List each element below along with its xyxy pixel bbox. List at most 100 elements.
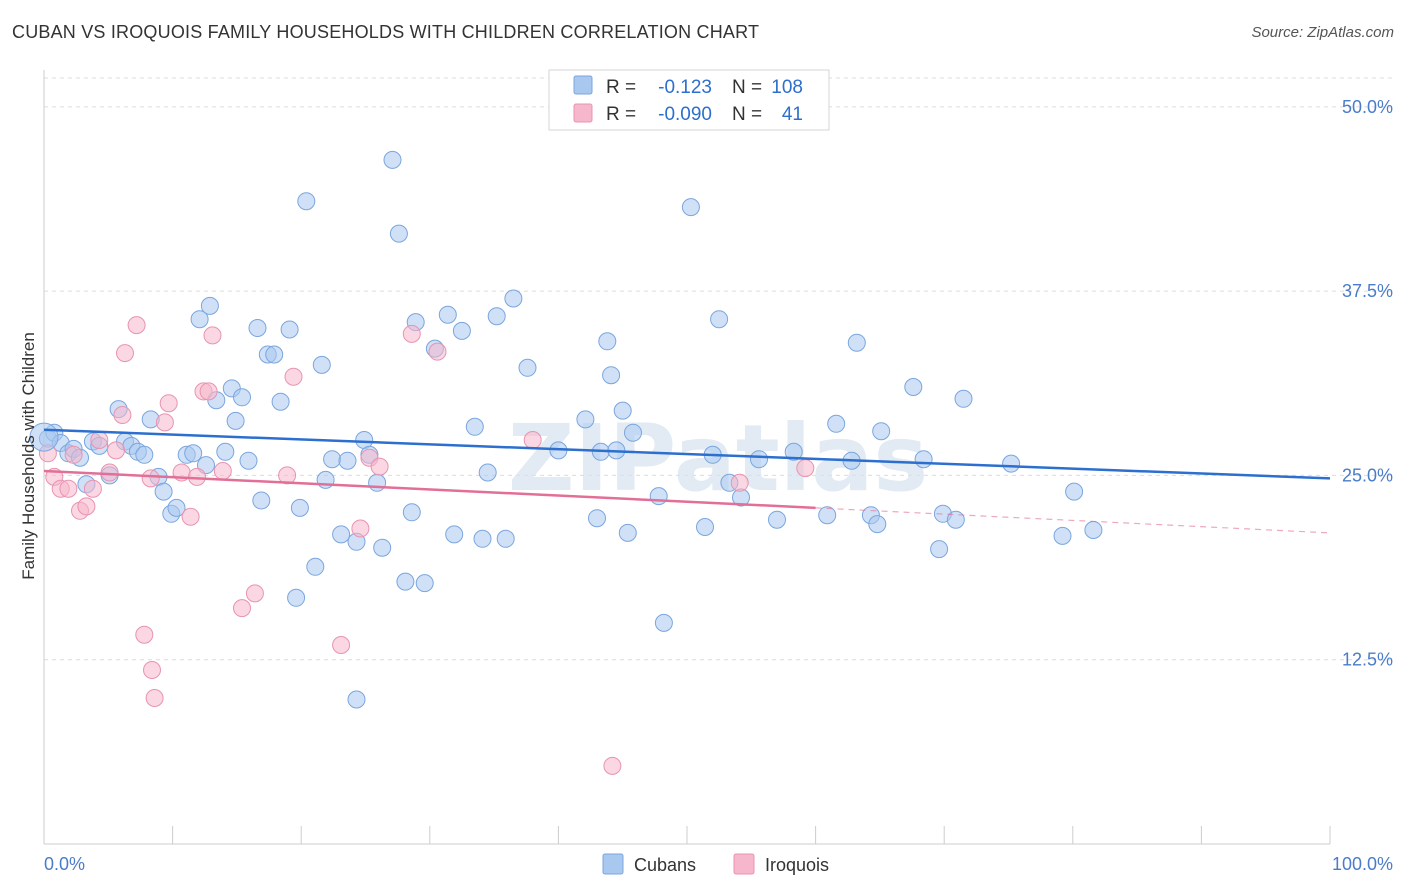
data-point-iroquois bbox=[351, 519, 370, 538]
data-point-cubans bbox=[654, 613, 673, 632]
legend-swatch-iroquois bbox=[573, 103, 593, 123]
data-point-cubans bbox=[389, 224, 408, 243]
data-point-iroquois bbox=[523, 431, 542, 449]
data-point-iroquois bbox=[141, 469, 160, 488]
data-point-cubans bbox=[624, 423, 642, 442]
bottom-legend-swatch-iroquois bbox=[733, 853, 755, 875]
data-point-iroquois bbox=[245, 584, 264, 603]
data-point-cubans bbox=[904, 378, 923, 396]
data-point-iroquois bbox=[278, 466, 297, 485]
y-tick-label: 37.5% bbox=[1342, 281, 1393, 301]
data-point-cubans bbox=[465, 417, 484, 436]
data-point-cubans bbox=[265, 345, 284, 364]
data-point-cubans bbox=[252, 491, 271, 510]
data-point-cubans bbox=[478, 463, 497, 482]
data-point-cubans bbox=[681, 198, 700, 217]
data-point-cubans bbox=[271, 392, 290, 411]
data-point-cubans bbox=[233, 388, 251, 407]
data-point-cubans bbox=[338, 451, 357, 470]
data-point-cubans bbox=[818, 506, 837, 525]
data-point-iroquois bbox=[332, 636, 351, 654]
data-point-iroquois bbox=[213, 462, 232, 480]
grid-lines bbox=[44, 77, 1393, 661]
x-tick-label-min: 0.0% bbox=[44, 854, 85, 874]
y-tick-label: 12.5% bbox=[1342, 650, 1393, 670]
data-point-iroquois bbox=[181, 507, 200, 526]
data-point-iroquois bbox=[113, 406, 132, 424]
data-point-cubans bbox=[297, 192, 316, 211]
stats-legend: R = -0.123 N = 108 R = -0.090 N = 41 bbox=[548, 69, 830, 131]
data-point-iroquois bbox=[116, 344, 134, 363]
data-point-cubans bbox=[373, 538, 392, 557]
legend-r-label-iroquois: R = bbox=[606, 104, 636, 125]
data-point-iroquois bbox=[428, 342, 447, 361]
data-points bbox=[29, 150, 1103, 775]
legend-r-value-iroquois: -0.090 bbox=[658, 104, 712, 125]
data-point-cubans bbox=[190, 310, 209, 329]
data-point-iroquois bbox=[143, 661, 161, 679]
data-point-cubans bbox=[649, 487, 668, 506]
data-point-iroquois bbox=[127, 316, 146, 335]
data-point-cubans bbox=[306, 557, 325, 576]
data-point-cubans bbox=[618, 523, 637, 542]
data-point-iroquois bbox=[135, 625, 154, 644]
trend-line-iroquois bbox=[43, 469, 816, 510]
trend-line-cubans bbox=[43, 428, 1331, 480]
data-point-cubans bbox=[613, 401, 632, 420]
data-point-cubans bbox=[518, 358, 537, 377]
data-point-cubans bbox=[396, 572, 415, 591]
data-point-cubans bbox=[347, 690, 366, 709]
data-point-cubans bbox=[872, 422, 891, 441]
data-point-cubans bbox=[402, 503, 421, 522]
data-point-cubans bbox=[914, 450, 933, 469]
data-point-cubans bbox=[248, 319, 267, 337]
x-tick-label-max: 100.0% bbox=[1332, 854, 1393, 874]
chart-title: CUBAN VS IROQUOIS FAMILY HOUSEHOLDS WITH… bbox=[12, 22, 760, 42]
data-point-cubans bbox=[946, 510, 965, 529]
data-point-cubans bbox=[696, 518, 714, 536]
data-point-cubans bbox=[1002, 454, 1021, 473]
legend-n-label-cubans: N = bbox=[732, 77, 762, 98]
data-point-iroquois bbox=[145, 689, 164, 707]
data-point-cubans bbox=[598, 332, 617, 351]
bottom-legend-swatch-cubans bbox=[602, 853, 624, 875]
data-point-iroquois bbox=[64, 445, 83, 464]
data-point-cubans bbox=[415, 574, 434, 593]
data-point-cubans bbox=[487, 307, 506, 326]
data-point-cubans bbox=[452, 321, 471, 340]
data-point-cubans bbox=[784, 442, 803, 461]
data-point-iroquois bbox=[107, 441, 125, 460]
data-point-cubans bbox=[438, 305, 457, 324]
data-point-cubans bbox=[280, 320, 299, 339]
data-point-cubans bbox=[827, 414, 846, 433]
legend-n-label-iroquois: N = bbox=[732, 104, 762, 125]
data-point-cubans bbox=[216, 442, 235, 461]
series-legend: Cubans Iroquois bbox=[602, 853, 829, 875]
y-tick-label: 50.0% bbox=[1342, 97, 1393, 117]
trend-line-iroquois-extension bbox=[815, 507, 1331, 534]
data-point-cubans bbox=[588, 509, 606, 528]
data-point-iroquois bbox=[603, 756, 622, 775]
axes bbox=[43, 70, 1331, 845]
data-point-iroquois bbox=[199, 382, 218, 401]
data-point-cubans bbox=[167, 498, 186, 517]
source-label: Source: ZipAtlas.com bbox=[1251, 24, 1394, 41]
data-point-iroquois bbox=[100, 463, 119, 482]
data-point-iroquois bbox=[203, 326, 222, 345]
data-point-iroquois bbox=[370, 457, 389, 476]
trend-lines bbox=[43, 428, 1331, 534]
y-tick-labels: 12.5% 25.0% 37.5% 50.0% bbox=[1342, 97, 1393, 670]
data-point-cubans bbox=[930, 540, 949, 559]
data-point-cubans bbox=[496, 529, 515, 548]
data-point-cubans bbox=[1053, 526, 1072, 545]
data-point-cubans bbox=[1084, 521, 1103, 539]
legend-n-value-iroquois: 41 bbox=[782, 104, 803, 125]
legend-swatch-cubans bbox=[573, 75, 593, 95]
data-point-cubans bbox=[135, 445, 154, 464]
data-point-iroquois bbox=[83, 479, 102, 498]
data-point-cubans bbox=[368, 473, 387, 492]
bottom-legend-label-cubans: Cubans bbox=[634, 855, 696, 875]
legend-r-label-cubans: R = bbox=[606, 77, 636, 98]
data-point-cubans bbox=[287, 588, 306, 607]
y-axis-label: Family Households with Children bbox=[19, 332, 38, 580]
